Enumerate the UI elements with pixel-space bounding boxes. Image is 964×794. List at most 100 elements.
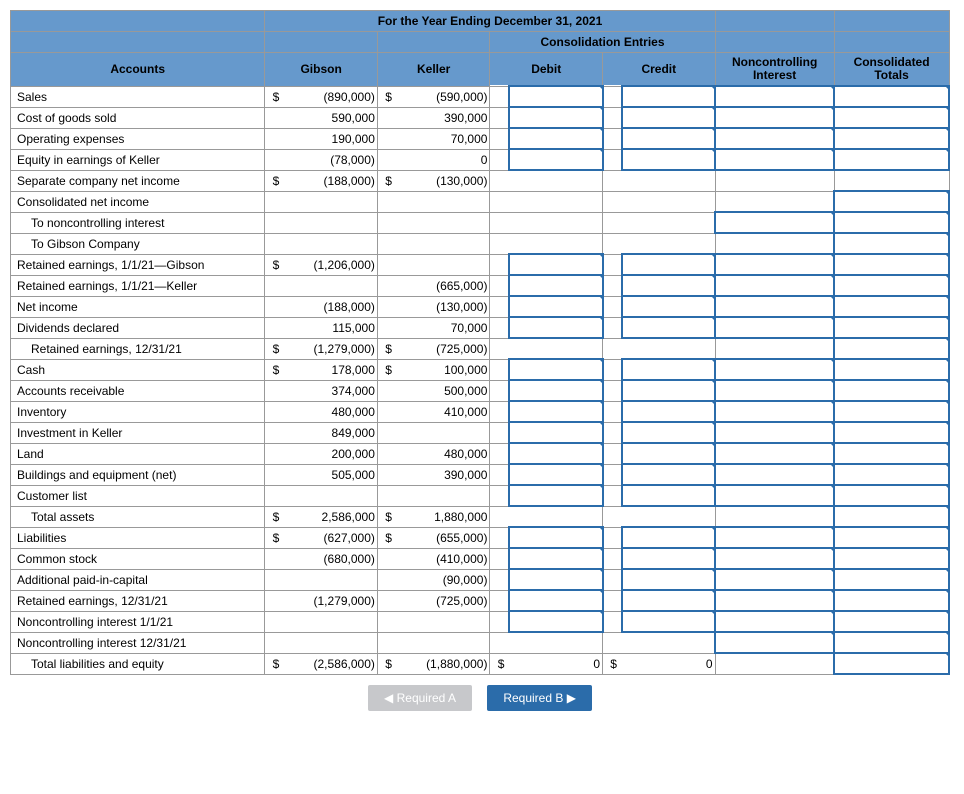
keller-symbol: $ (377, 170, 396, 191)
nci-value[interactable] (715, 632, 834, 653)
debit-value[interactable] (509, 485, 602, 506)
nci-value[interactable] (715, 359, 834, 380)
credit-value[interactable] (622, 128, 715, 149)
debit-value[interactable] (509, 590, 602, 611)
debit-value[interactable] (509, 443, 602, 464)
total-value[interactable] (834, 401, 949, 422)
nci-value[interactable] (715, 527, 834, 548)
nci-value[interactable] (715, 254, 834, 275)
total-value[interactable] (834, 107, 949, 128)
credit-value[interactable] (622, 611, 715, 632)
debit-symbol (490, 464, 509, 485)
credit-value[interactable] (622, 485, 715, 506)
nci-value[interactable] (715, 107, 834, 128)
nci-value[interactable] (715, 443, 834, 464)
credit-value[interactable] (622, 149, 715, 170)
total-value[interactable] (834, 212, 949, 233)
total-value[interactable] (834, 569, 949, 590)
debit-value[interactable] (509, 107, 602, 128)
total-value[interactable] (834, 590, 949, 611)
nci-value[interactable] (715, 464, 834, 485)
credit-value[interactable] (622, 275, 715, 296)
total-value[interactable] (834, 506, 949, 527)
debit-value[interactable] (509, 569, 602, 590)
total-value[interactable] (834, 548, 949, 569)
debit-value[interactable] (509, 317, 602, 338)
nci-value[interactable] (715, 548, 834, 569)
account-label: Consolidated net income (11, 191, 265, 212)
nci-value[interactable] (715, 317, 834, 338)
total-value[interactable] (834, 422, 949, 443)
debit-value[interactable] (509, 380, 602, 401)
total-value[interactable] (834, 338, 949, 359)
nci-value[interactable] (715, 485, 834, 506)
credit-value[interactable] (622, 107, 715, 128)
credit-value[interactable] (622, 380, 715, 401)
debit-value[interactable] (509, 401, 602, 422)
debit-value[interactable] (509, 86, 602, 107)
nci-value[interactable] (715, 569, 834, 590)
nci-value[interactable] (715, 149, 834, 170)
total-value[interactable] (834, 254, 949, 275)
total-value[interactable] (834, 233, 949, 254)
total-value[interactable] (834, 128, 949, 149)
debit-value[interactable] (509, 548, 602, 569)
title-row: For the Year Ending December 31, 2021 (11, 11, 950, 32)
nci-value[interactable] (715, 401, 834, 422)
debit-value (509, 233, 602, 254)
debit-value[interactable] (509, 527, 602, 548)
credit-value[interactable] (622, 569, 715, 590)
debit-symbol (490, 107, 509, 128)
total-value[interactable] (834, 317, 949, 338)
total-value[interactable] (834, 632, 949, 653)
total-value[interactable] (834, 485, 949, 506)
debit-value (509, 170, 602, 191)
debit-value[interactable] (509, 422, 602, 443)
credit-value[interactable] (622, 464, 715, 485)
nci-value[interactable] (715, 212, 834, 233)
credit-value[interactable] (622, 443, 715, 464)
total-value[interactable] (834, 86, 949, 107)
nci-value[interactable] (715, 590, 834, 611)
debit-value[interactable] (509, 464, 602, 485)
total-value[interactable] (834, 443, 949, 464)
account-label: Accounts receivable (11, 380, 265, 401)
total-value[interactable] (834, 275, 949, 296)
debit-value[interactable] (509, 611, 602, 632)
required-b-button[interactable]: Required B ▶ (487, 685, 592, 711)
nci-value[interactable] (715, 422, 834, 443)
total-value[interactable] (834, 359, 949, 380)
credit-value[interactable] (622, 401, 715, 422)
credit-value[interactable] (622, 359, 715, 380)
debit-value[interactable] (509, 128, 602, 149)
required-a-button[interactable]: ◀ Required A (368, 685, 472, 711)
credit-value[interactable] (622, 422, 715, 443)
nci-value[interactable] (715, 380, 834, 401)
debit-value[interactable] (509, 359, 602, 380)
total-value[interactable] (834, 611, 949, 632)
total-value[interactable] (834, 296, 949, 317)
credit-value[interactable] (622, 317, 715, 338)
debit-value[interactable] (509, 149, 602, 170)
total-value[interactable] (834, 380, 949, 401)
nci-value[interactable] (715, 128, 834, 149)
debit-symbol (490, 485, 509, 506)
debit-value[interactable] (509, 275, 602, 296)
total-value[interactable] (834, 653, 949, 674)
total-value[interactable] (834, 149, 949, 170)
credit-value[interactable] (622, 296, 715, 317)
debit-value[interactable] (509, 296, 602, 317)
credit-value[interactable] (622, 590, 715, 611)
credit-value[interactable] (622, 86, 715, 107)
debit-value[interactable] (509, 254, 602, 275)
nci-value[interactable] (715, 275, 834, 296)
total-value[interactable] (834, 464, 949, 485)
nci-value[interactable] (715, 296, 834, 317)
nci-value[interactable] (715, 86, 834, 107)
nci-value[interactable] (715, 611, 834, 632)
total-value[interactable] (834, 191, 949, 212)
credit-value[interactable] (622, 527, 715, 548)
total-value[interactable] (834, 527, 949, 548)
credit-value[interactable] (622, 254, 715, 275)
credit-value[interactable] (622, 548, 715, 569)
